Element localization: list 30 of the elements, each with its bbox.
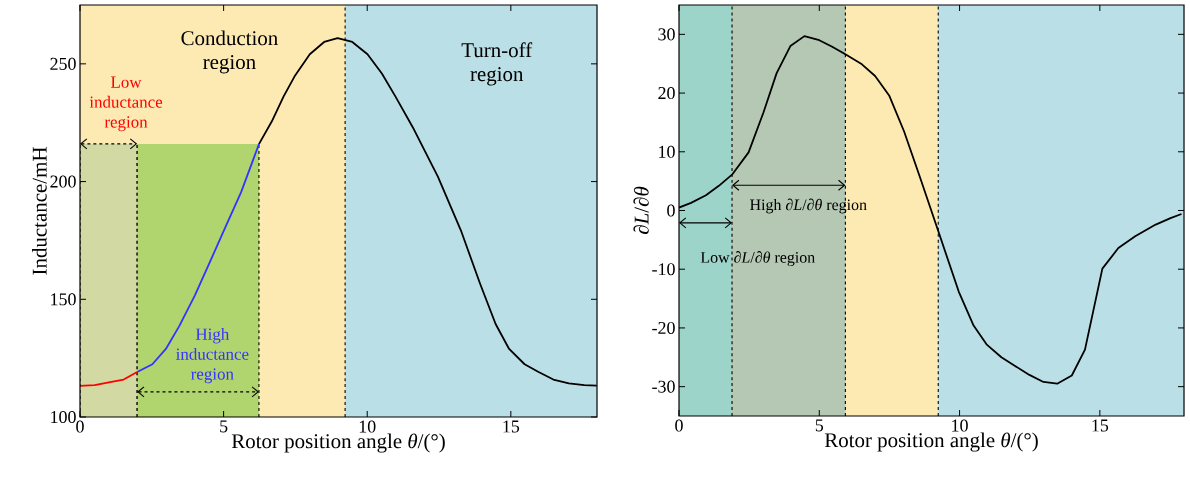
x-tick-label: 15	[1092, 419, 1109, 432]
x-tick-label: 15	[503, 420, 520, 433]
line-series	[80, 371, 139, 387]
annotation: Conduction region	[181, 30, 278, 74]
y-axis-title: Inductance/mH	[32, 147, 47, 275]
x-tick-label: 5	[220, 420, 228, 433]
y-tick-label: -30	[652, 380, 675, 393]
annotation: High inductance region	[176, 327, 249, 384]
annotation: Low ∂L/∂θ region	[700, 251, 815, 267]
y-tick-label: 30	[658, 28, 675, 41]
y-tick-label: 0	[667, 204, 675, 217]
x-tick-label: 0	[76, 420, 84, 433]
x-axis-title: Rotor position angle θ/(°)	[824, 432, 1038, 452]
y-tick-label: 10	[659, 145, 675, 158]
y-axis-title: ∂L/∂θ	[633, 186, 649, 235]
annotation: Low inductance region	[89, 76, 163, 132]
x-tick-label: 10	[952, 419, 968, 432]
x-axis-title: Rotor position angle θ/(°)	[231, 433, 445, 453]
y-tick-label: 150	[51, 293, 76, 306]
y-tick-label: -10	[652, 263, 675, 276]
annotation: Turn-off region	[461, 42, 533, 86]
y-tick-label: 250	[50, 57, 76, 70]
x-tick-label: 0	[675, 419, 683, 432]
x-tick-label: 5	[815, 419, 824, 432]
y-tick-label: 200	[50, 175, 76, 188]
annotation: High ∂L/∂θ region	[750, 198, 867, 214]
x-tick-label: 10	[359, 420, 376, 433]
y-tick-label: 100	[51, 410, 76, 424]
y-tick-label: 20	[658, 87, 675, 100]
y-tick-label: -20	[652, 321, 675, 334]
